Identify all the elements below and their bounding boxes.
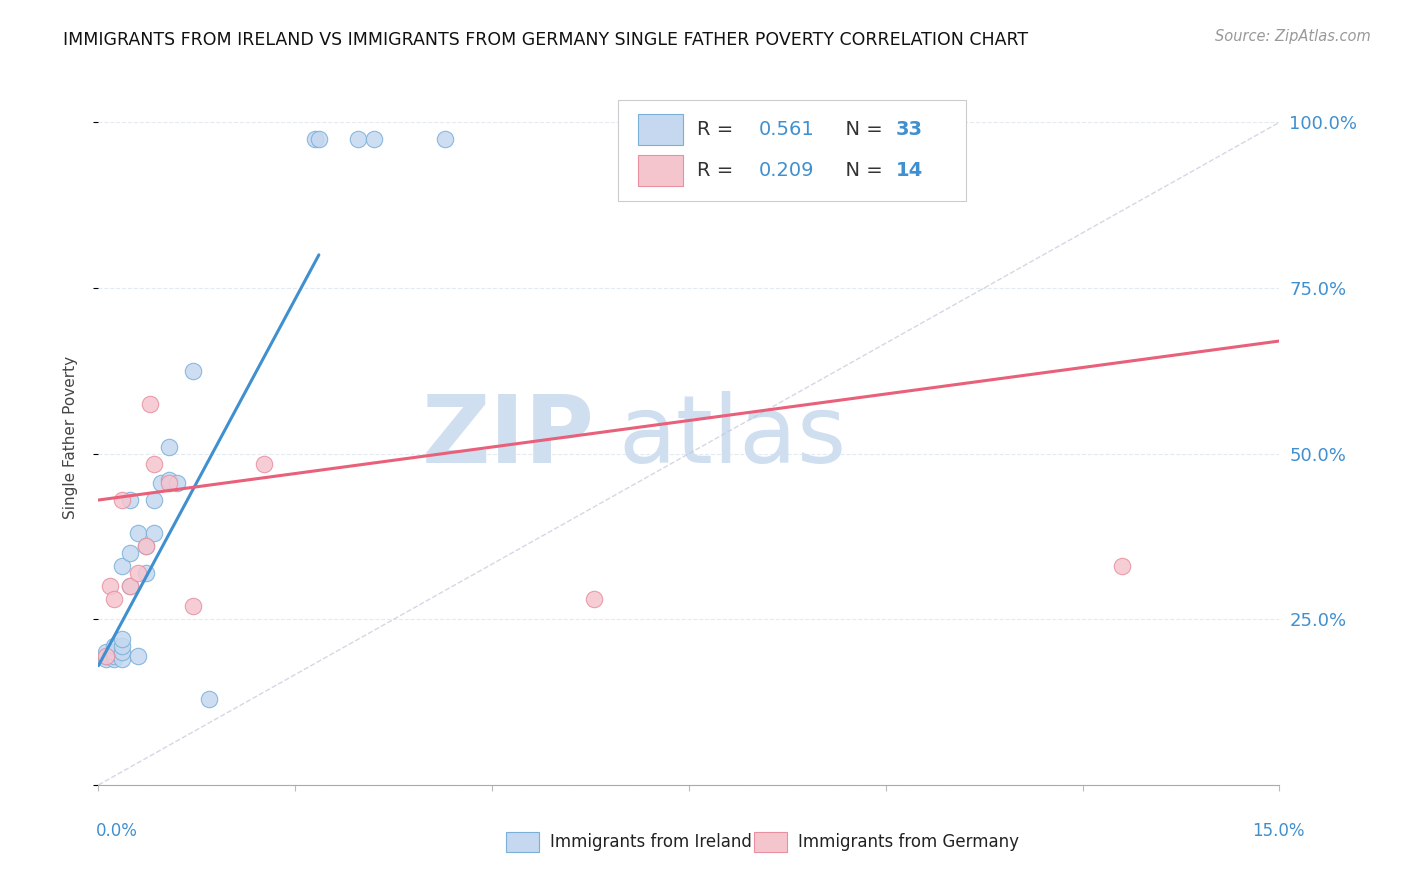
Point <box>150 476 173 491</box>
Point <box>118 493 141 508</box>
Point <box>135 540 157 554</box>
Text: 14: 14 <box>896 161 922 180</box>
Point <box>111 559 134 574</box>
Point <box>166 476 188 491</box>
FancyBboxPatch shape <box>754 831 787 853</box>
Text: IMMIGRANTS FROM IRELAND VS IMMIGRANTS FROM GERMANY SINGLE FATHER POVERTY CORRELA: IMMIGRANTS FROM IRELAND VS IMMIGRANTS FR… <box>63 31 1028 49</box>
Point <box>98 579 121 593</box>
Point <box>138 397 160 411</box>
Text: 15.0%: 15.0% <box>1253 822 1305 840</box>
Point <box>135 566 157 580</box>
Point <box>118 579 141 593</box>
Point <box>111 645 134 659</box>
Point <box>1111 559 1133 574</box>
FancyBboxPatch shape <box>619 100 966 201</box>
Point <box>118 546 141 560</box>
Point <box>135 540 157 554</box>
Point <box>111 652 134 666</box>
Point <box>304 132 326 146</box>
Point <box>253 457 276 471</box>
Point <box>197 691 219 706</box>
Point <box>103 645 125 659</box>
Point <box>157 476 180 491</box>
Point <box>142 493 165 508</box>
Point <box>181 364 204 378</box>
Point <box>142 526 165 541</box>
Text: 0.209: 0.209 <box>759 161 814 180</box>
Point <box>363 132 385 146</box>
Point <box>433 132 456 146</box>
Y-axis label: Single Father Poverty: Single Father Poverty <box>63 356 77 518</box>
Point <box>142 457 165 471</box>
Point <box>347 132 370 146</box>
Text: 0.0%: 0.0% <box>96 822 138 840</box>
Point <box>96 652 118 666</box>
Point <box>157 440 180 454</box>
Point <box>111 639 134 653</box>
Text: ZIP: ZIP <box>422 391 595 483</box>
Point <box>103 652 125 666</box>
Point <box>118 579 141 593</box>
Point <box>127 526 149 541</box>
Point <box>111 493 134 508</box>
FancyBboxPatch shape <box>638 114 683 145</box>
Point <box>96 645 118 659</box>
Point <box>127 648 149 663</box>
FancyBboxPatch shape <box>506 831 538 853</box>
Text: Immigrants from Germany: Immigrants from Germany <box>797 833 1018 851</box>
Point <box>96 648 118 663</box>
Text: Source: ZipAtlas.com: Source: ZipAtlas.com <box>1215 29 1371 44</box>
Text: R =: R = <box>697 120 740 139</box>
Point <box>111 632 134 647</box>
Text: atlas: atlas <box>619 391 846 483</box>
Point <box>127 566 149 580</box>
Point <box>98 648 121 663</box>
Point <box>583 592 606 607</box>
Text: Immigrants from Ireland: Immigrants from Ireland <box>550 833 751 851</box>
Text: N =: N = <box>832 120 889 139</box>
Point <box>308 132 330 146</box>
Point <box>103 639 125 653</box>
Text: 33: 33 <box>896 120 922 139</box>
Point <box>96 648 118 663</box>
Point <box>103 592 125 607</box>
FancyBboxPatch shape <box>638 155 683 186</box>
Point <box>103 648 125 663</box>
Point <box>181 599 204 613</box>
Text: 0.561: 0.561 <box>759 120 814 139</box>
Text: R =: R = <box>697 161 740 180</box>
Point <box>157 473 180 487</box>
Text: N =: N = <box>832 161 889 180</box>
